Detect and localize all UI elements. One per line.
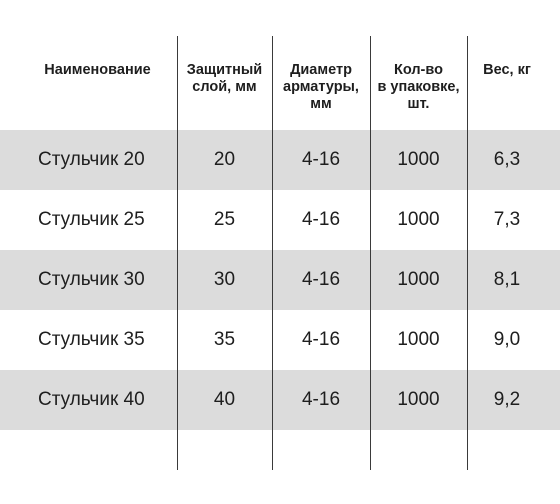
- column-divider: [177, 36, 178, 470]
- cell-quantity: 1000: [397, 389, 440, 410]
- cell-name: Стульчик 40: [38, 389, 145, 410]
- cell-diameter: 4-16: [301, 269, 341, 290]
- cell-diameter: 4-16: [301, 389, 341, 410]
- header-cover: Защитный слой, мм: [186, 62, 263, 95]
- cell-quantity: 1000: [397, 329, 440, 350]
- column-divider: [370, 36, 371, 470]
- cell-diameter: 4-16: [301, 149, 341, 170]
- header-weight: Вес, кг: [483, 62, 531, 78]
- table-row: Стульчик 25 25 4-16 1000 7,3: [0, 190, 560, 250]
- cell-weight: 9,0: [493, 329, 521, 350]
- table-row: Стульчик 30 30 4-16 1000 8,1: [0, 250, 560, 310]
- cell-diameter: 4-16: [301, 329, 341, 350]
- cell-weight: 7,3: [493, 209, 521, 230]
- column-divider: [272, 36, 273, 470]
- cell-cover: 25: [213, 209, 236, 230]
- header-quantity: Кол-во в упаковке, шт.: [377, 62, 460, 112]
- cell-quantity: 1000: [397, 149, 440, 170]
- cell-quantity: 1000: [397, 269, 440, 290]
- table-row: Стульчик 20 20 4-16 1000 6,3: [0, 130, 560, 190]
- column-divider: [467, 36, 468, 470]
- table-header: Наименование Защитный слой, мм Диаметр а…: [0, 35, 560, 129]
- cell-name: Стульчик 30: [38, 269, 145, 290]
- cell-name: Стульчик 35: [38, 329, 145, 350]
- cell-name: Стульчик 20: [38, 149, 145, 170]
- cell-diameter: 4-16: [301, 209, 341, 230]
- header-diameter: Диаметр арматуры, мм: [283, 62, 359, 112]
- cell-weight: 9,2: [493, 389, 521, 410]
- cell-cover: 20: [213, 149, 236, 170]
- cell-quantity: 1000: [397, 209, 440, 230]
- cell-cover: 40: [213, 389, 236, 410]
- table-row: Стульчик 35 35 4-16 1000 9,0: [0, 310, 560, 370]
- header-name: Наименование: [44, 62, 151, 78]
- cell-weight: 6,3: [493, 149, 521, 170]
- cell-cover: 35: [213, 329, 236, 350]
- cell-cover: 30: [213, 269, 236, 290]
- cell-name: Стульчик 25: [38, 209, 145, 230]
- cell-weight: 8,1: [493, 269, 521, 290]
- table-row: Стульчик 40 40 4-16 1000 9,2: [0, 370, 560, 430]
